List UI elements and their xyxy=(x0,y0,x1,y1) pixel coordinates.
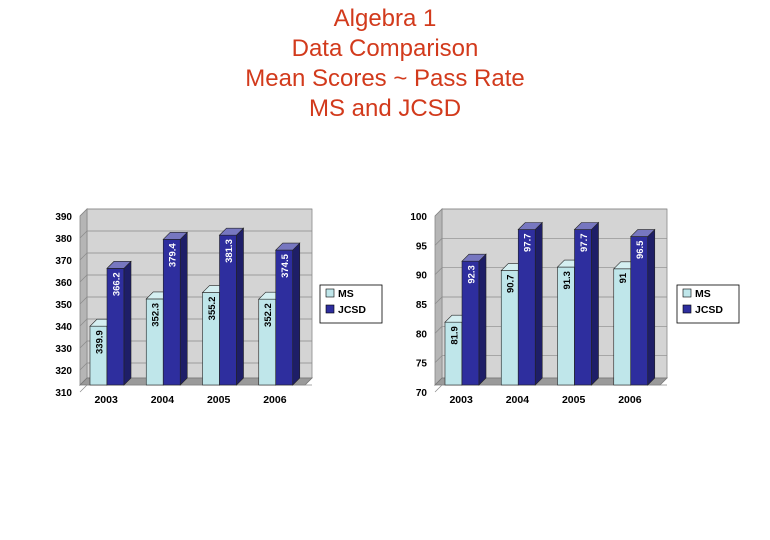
mean-scores-data-label-jcsd-2006: 374.5 xyxy=(280,253,291,277)
mean-scores-gridline xyxy=(79,208,312,217)
bar-top xyxy=(218,227,245,236)
pass-rate-y-tick-label: 75 xyxy=(416,359,428,370)
legend-label-ms: MS xyxy=(695,288,711,300)
mean-scores-bar-jcsd-2005 xyxy=(218,227,245,386)
mean-scores-data-label-jcsd-2004: 379.4 xyxy=(168,243,179,267)
mean-scores-x-tick-label: 2006 xyxy=(263,394,287,406)
mean-scores-bar-jcsd-2006 xyxy=(275,242,301,386)
mean-scores-x-tick-label: 2003 xyxy=(94,394,118,406)
mean-scores-data-label-ms-2005: 355.2 xyxy=(207,297,218,321)
legend-swatch-jcsd xyxy=(682,304,692,314)
mean-scores-data-label-ms-2004: 352.3 xyxy=(151,303,162,327)
mean-scores-y-tick-label: 370 xyxy=(55,256,72,267)
pass-rate-chart: 70 75 80 85 90 95 100 81.9 92.3 2003 90.7 97.7 2004 9… xyxy=(410,208,740,406)
pass-rate-x-tick-label: 2006 xyxy=(618,394,642,406)
mean-scores-y-tick-label: 380 xyxy=(55,234,72,245)
mean-scores-y-tick-label: 350 xyxy=(55,300,72,311)
bar-top xyxy=(630,229,656,237)
bar-front xyxy=(613,268,632,386)
pass-rate-data-label-jcsd-2003: 92.3 xyxy=(467,265,478,284)
bar-top xyxy=(461,253,487,262)
pass-rate-gridline xyxy=(434,208,667,217)
mean-scores-y-tick-label: 360 xyxy=(55,278,72,289)
legend-swatch-ms xyxy=(325,288,335,298)
bar-side xyxy=(236,227,244,386)
title-line-2: Data Comparison xyxy=(291,35,479,62)
mean-scores-bar-jcsd-2003 xyxy=(106,260,132,386)
bar-top xyxy=(162,232,188,240)
mean-scores-side-wall xyxy=(79,208,88,386)
bar-side xyxy=(591,221,599,386)
pass-rate-y-tick-label: 85 xyxy=(416,300,428,311)
bar-side xyxy=(292,242,301,386)
title-line-4: MS and JCSD xyxy=(308,95,462,122)
pass-rate-data-label-jcsd-2005: 97.7 xyxy=(579,233,590,252)
pass-rate-x-tick-label: 2003 xyxy=(449,394,473,406)
pass-rate-data-label-ms-2003: 81.9 xyxy=(450,326,461,345)
bar-top xyxy=(517,222,543,230)
pass-rate-bar-jcsd-2004 xyxy=(517,221,543,386)
mean-scores-x-tick-label: 2004 xyxy=(151,394,175,406)
mean-scores-data-label-ms-2003: 339.9 xyxy=(95,330,106,354)
bar-top xyxy=(106,261,132,269)
mean-scores-data-label-ms-2006: 352.2 xyxy=(263,303,274,327)
pass-rate-x-tick-label: 2005 xyxy=(562,394,586,406)
slide-title: Algebra 1 Data Comparison Mean Scores ~ … xyxy=(0,4,770,124)
mean-scores-y-tick-label: 340 xyxy=(55,322,72,333)
pass-rate-bar-jcsd-2006 xyxy=(630,228,656,386)
pass-rate-y-tick-label: 90 xyxy=(416,271,428,282)
legend-swatch-jcsd xyxy=(325,304,335,314)
bar-top xyxy=(573,222,600,230)
pass-rate-y-tick-label: 70 xyxy=(416,388,428,399)
pass-rate-side-wall xyxy=(434,208,443,386)
bar-side xyxy=(534,221,543,386)
mean-scores-data-label-jcsd-2005: 381.3 xyxy=(224,239,235,263)
mean-scores-bar-jcsd-2004 xyxy=(162,231,188,386)
pass-rate-data-label-jcsd-2006: 96.5 xyxy=(635,240,646,259)
pass-rate-legend: MS JCSD xyxy=(676,284,740,324)
title-line-3: Mean Scores ~ Pass Rate xyxy=(245,65,525,92)
pass-rate-data-label-ms-2005: 91.3 xyxy=(562,271,573,290)
pass-rate-gridline xyxy=(434,384,667,393)
pass-rate-bar-jcsd-2005 xyxy=(573,221,600,386)
pass-rate-data-label-jcsd-2004: 97.7 xyxy=(523,233,534,252)
pass-rate-data-label-ms-2006: 91 xyxy=(618,272,629,283)
mean-scores-legend: MS JCSD xyxy=(319,284,383,324)
mean-scores-y-tick-label: 390 xyxy=(55,212,72,223)
title-line-1: Algebra 1 xyxy=(333,5,437,32)
bar-side xyxy=(123,260,132,386)
pass-rate-bar-jcsd-2003 xyxy=(461,253,487,386)
mean-scores-y-tick-label: 310 xyxy=(55,388,72,399)
legend-label-ms: MS xyxy=(338,288,354,300)
mean-scores-data-label-jcsd-2003: 366.2 xyxy=(112,272,123,296)
mean-scores-y-tick-label: 330 xyxy=(55,344,72,355)
mean-scores-y-tick-label: 320 xyxy=(55,366,72,377)
mean-scores-x-tick-label: 2005 xyxy=(207,394,231,406)
legend-swatch-ms xyxy=(682,288,692,298)
mean-scores-chart: 310 320 330 340 350 360 370 380 390 339.9 366.2 200… xyxy=(55,208,383,406)
pass-rate-x-tick-label: 2004 xyxy=(506,394,530,406)
legend-label-jcsd: JCSD xyxy=(695,304,723,316)
legend-label-jcsd: JCSD xyxy=(338,304,366,316)
bar-top xyxy=(275,242,301,251)
pass-rate-y-tick-label: 95 xyxy=(416,241,428,252)
pass-rate-data-label-ms-2004: 90.7 xyxy=(506,275,517,294)
bar-side xyxy=(647,228,656,386)
mean-scores-gridline xyxy=(79,384,312,393)
bar-side xyxy=(179,231,188,386)
bar-side xyxy=(478,253,487,386)
pass-rate-y-tick-label: 80 xyxy=(416,329,428,340)
pass-rate-y-tick-label: 100 xyxy=(410,212,427,223)
